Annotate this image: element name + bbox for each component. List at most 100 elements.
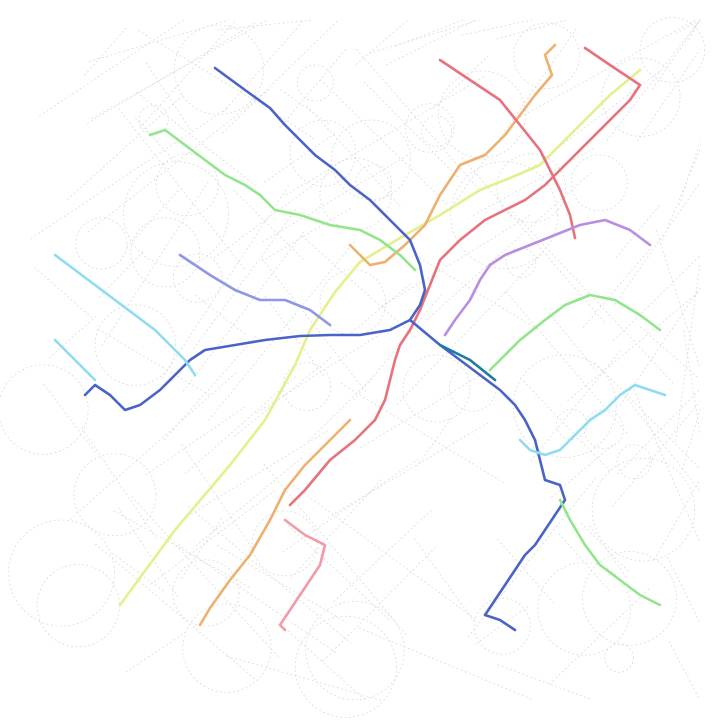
street-line <box>136 92 257 187</box>
street-line <box>91 19 268 119</box>
street-line <box>467 477 597 637</box>
street-line <box>135 117 177 164</box>
street-loop <box>130 217 201 288</box>
street-line <box>612 401 701 507</box>
street-loop <box>0 364 89 455</box>
street-line <box>419 257 541 332</box>
street-line <box>150 489 277 585</box>
street-line <box>195 457 303 547</box>
route-teal[interactable] <box>438 343 497 382</box>
route-red[interactable] <box>288 46 642 507</box>
street-loop <box>172 253 223 303</box>
street-line <box>358 627 535 701</box>
street-line <box>125 631 187 673</box>
street-line <box>548 312 597 372</box>
street-line <box>183 430 328 519</box>
street-line <box>226 655 382 701</box>
street-loop <box>512 354 617 458</box>
street-line <box>301 235 417 339</box>
street-line <box>615 203 661 258</box>
street-line <box>263 463 408 637</box>
street-loop <box>173 24 265 115</box>
street-loop <box>172 559 240 627</box>
street-grid <box>0 17 706 718</box>
street-line <box>138 30 253 100</box>
route-cyan-west[interactable] <box>53 253 197 377</box>
street-line <box>340 383 506 484</box>
street-loop <box>73 453 157 537</box>
street-line <box>633 389 701 543</box>
street-line <box>614 182 701 305</box>
route-cyan-west-2[interactable] <box>53 338 97 382</box>
street-line <box>496 19 568 40</box>
route-navy-east[interactable] <box>408 318 567 632</box>
street-line <box>549 587 651 685</box>
route-red-main[interactable] <box>438 58 577 240</box>
street-line <box>425 170 593 321</box>
street-loop <box>616 444 652 480</box>
street-line <box>497 539 554 603</box>
street-line <box>351 282 413 334</box>
street-line <box>512 211 674 384</box>
street-line <box>84 25 129 76</box>
street-line <box>461 19 532 36</box>
street-loop <box>601 57 681 137</box>
street-line <box>667 556 701 624</box>
street-line <box>688 19 701 40</box>
street-line <box>497 664 593 701</box>
street-line <box>683 408 701 466</box>
street-line <box>520 19 696 118</box>
street-line <box>461 157 605 323</box>
street-loop <box>420 115 452 147</box>
route-pink[interactable] <box>278 518 327 632</box>
street-line <box>386 19 476 66</box>
street-line <box>678 141 701 206</box>
street-line <box>656 229 701 370</box>
street-line <box>675 19 701 34</box>
street-line <box>306 105 401 207</box>
street-line <box>432 55 490 109</box>
street-line <box>414 538 475 622</box>
street-line <box>333 508 434 602</box>
street-line <box>222 19 339 134</box>
street-loop <box>305 600 405 701</box>
street-loop <box>582 551 677 646</box>
route-green-west[interactable] <box>148 128 417 272</box>
street-line <box>280 89 331 126</box>
street-loop <box>473 597 531 655</box>
route-yellow[interactable] <box>118 68 642 607</box>
street-line <box>284 627 366 701</box>
street-line <box>287 525 392 622</box>
street-loop <box>294 615 397 718</box>
street-loop <box>296 64 334 102</box>
street-loop <box>319 157 392 231</box>
street-line <box>126 188 181 248</box>
street-line <box>320 79 448 205</box>
street-loop <box>591 457 696 562</box>
street-line <box>675 262 701 442</box>
street-line <box>594 362 701 470</box>
street-line <box>264 133 335 183</box>
street-line <box>369 19 480 54</box>
route-purple[interactable] <box>443 218 652 337</box>
street-loop <box>639 17 706 83</box>
street-line <box>289 482 478 621</box>
street-line <box>253 98 316 140</box>
route-navy[interactable] <box>83 66 427 412</box>
route-orange-south[interactable] <box>198 418 352 627</box>
street-line <box>639 326 698 378</box>
street-line <box>624 395 701 492</box>
street-line <box>213 169 335 259</box>
street-line <box>118 108 246 270</box>
street-line <box>683 330 701 435</box>
route-orange[interactable] <box>348 43 557 267</box>
route-green-south[interactable] <box>558 498 662 607</box>
route-green-east[interactable] <box>488 293 662 372</box>
street-line <box>363 81 459 178</box>
street-line <box>637 49 701 142</box>
route-blue[interactable] <box>178 253 332 327</box>
route-cyan-east[interactable] <box>518 383 667 457</box>
street-line <box>476 605 530 644</box>
street-loop <box>182 603 272 693</box>
